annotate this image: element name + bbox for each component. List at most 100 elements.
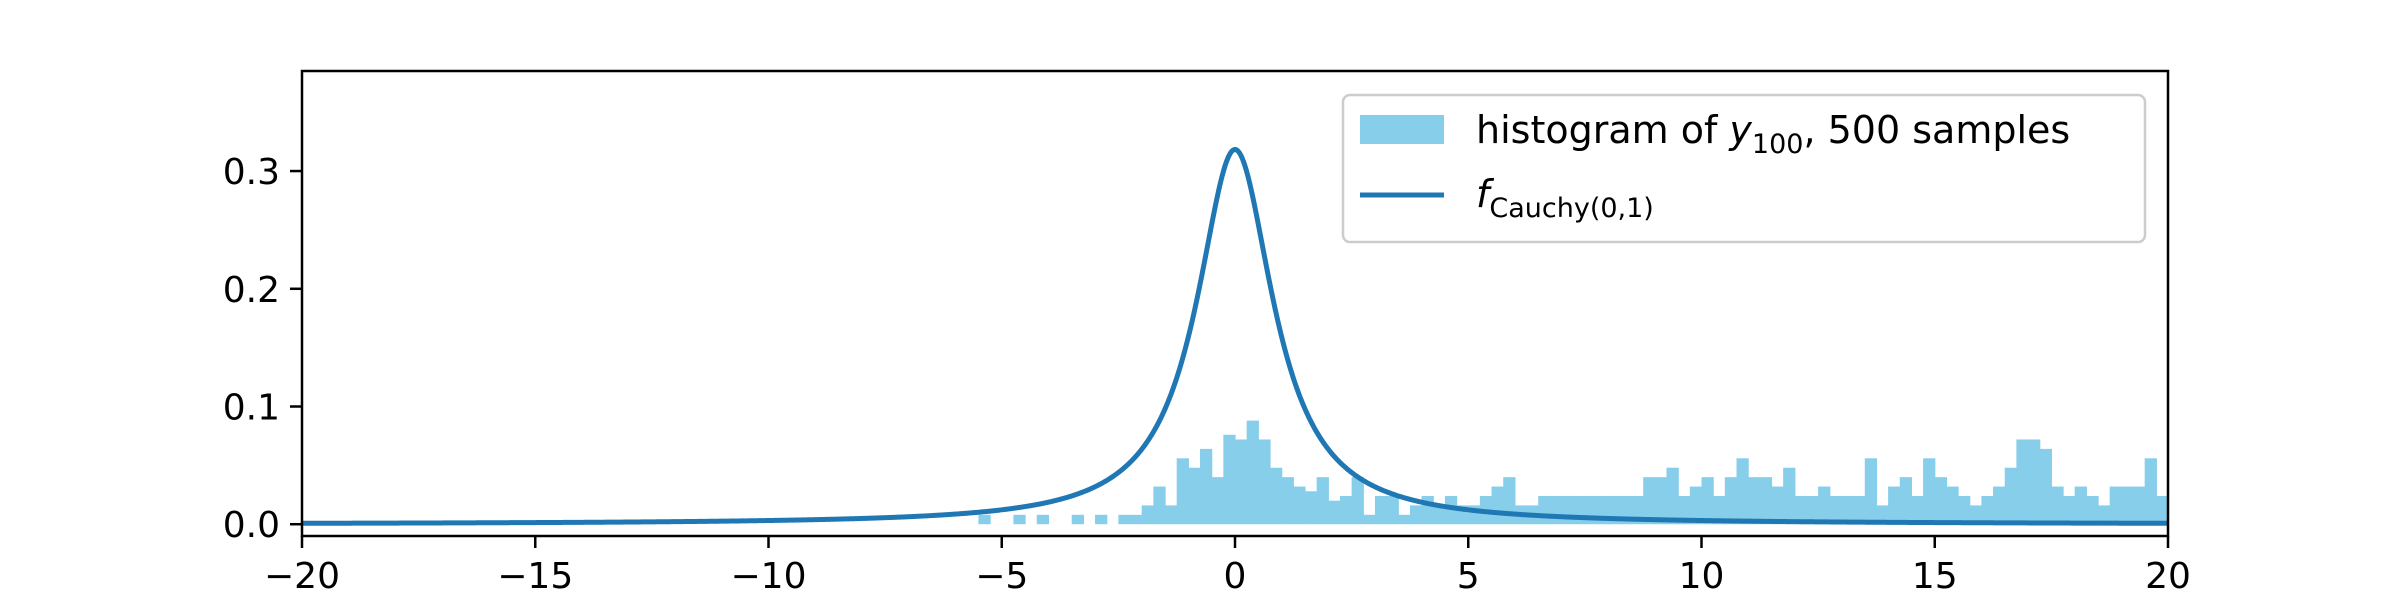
y-axis-ticks: 0.0 0.1 0.2 0.3	[223, 152, 302, 546]
legend-histogram-label: histogram of y100, 500 samples	[1476, 108, 2070, 160]
legend-histogram-swatch	[1360, 115, 1444, 144]
histogram-bar	[1130, 514, 1143, 525]
histogram-bar	[1748, 477, 1761, 525]
histogram-bar	[1235, 439, 1248, 525]
legend-frame	[1341, 93, 2147, 244]
histogram-bar	[1118, 514, 1131, 525]
histogram-bar	[1759, 477, 1773, 525]
histogram-bar	[1981, 495, 1994, 525]
x-tick-label: 15	[1912, 556, 1958, 597]
histogram-bar	[1386, 495, 1399, 525]
histogram-bar	[1818, 486, 1831, 525]
histogram-bar	[1176, 458, 1189, 525]
histogram-bar	[1946, 486, 1959, 525]
histogram-bar	[1549, 495, 1563, 525]
histogram-bar	[2074, 486, 2087, 525]
histogram-bar	[1223, 434, 1236, 525]
histogram-bar	[2086, 495, 2099, 525]
histogram-bars	[978, 420, 2169, 525]
histogram-bar	[1829, 495, 1843, 525]
histogram-bar	[1853, 495, 1866, 525]
histogram-bar	[1491, 486, 1504, 525]
legend-histogram-var: y	[1728, 108, 1752, 152]
y-tick-label: 0.1	[223, 388, 280, 429]
histogram-bar	[1269, 467, 1283, 525]
x-tick-label: 20	[2145, 556, 2191, 597]
histogram-bar	[1036, 514, 1049, 525]
histogram-bar	[2063, 495, 2076, 525]
histogram-bar	[2144, 458, 2157, 525]
histogram-bar	[1013, 514, 1026, 525]
histogram-bar	[1188, 467, 1201, 525]
x-tick-label: −20	[264, 556, 340, 597]
histogram-bar	[1398, 514, 1411, 525]
histogram-bar	[1363, 514, 1376, 525]
histogram-bar	[2109, 486, 2122, 525]
histogram-bar	[1993, 486, 2006, 525]
x-axis-ticks: −20 −15 −10 −5 0 5 10 15 20	[264, 536, 2191, 597]
x-tick-label: 0	[1224, 556, 1247, 597]
histogram-bar	[2028, 439, 2041, 525]
histogram-bar	[1293, 486, 1306, 525]
histogram-bar	[1165, 505, 1178, 525]
legend-histogram-text-after: , 500 samples	[1803, 108, 2070, 152]
histogram-bar	[1643, 477, 1656, 525]
histogram-bar	[1876, 505, 1889, 525]
histogram-bar	[1095, 514, 1108, 525]
histogram-bar	[1538, 495, 1551, 525]
legend-histogram-text: histogram of	[1476, 108, 1729, 152]
legend-histogram-sub: 100	[1752, 129, 1804, 160]
y-tick-label: 0.2	[223, 270, 280, 311]
histogram-bar	[978, 514, 991, 525]
histogram-bar	[1281, 477, 1294, 525]
histogram-bar	[1666, 467, 1679, 525]
histogram-bar	[1794, 495, 1808, 525]
cauchy-density-curve	[300, 147, 2170, 526]
histogram-bar	[1444, 495, 1458, 525]
histogram-bar	[1328, 500, 1341, 525]
histogram-bar	[1736, 458, 1749, 525]
histogram-bar	[1806, 495, 1819, 525]
cauchy-curve-line	[300, 147, 2170, 526]
x-tick-label: 10	[1679, 556, 1725, 597]
histogram-bar	[1888, 486, 1901, 525]
histogram-bar	[1678, 495, 1691, 525]
histogram-bar	[1771, 486, 1784, 525]
histogram-bar	[1304, 491, 1318, 525]
histogram-bar	[1258, 439, 1271, 525]
histogram-bar	[1899, 477, 1913, 525]
histogram-bar	[2133, 486, 2146, 525]
histogram-bar	[1433, 505, 1446, 525]
histogram-bar	[2016, 439, 2029, 525]
histogram-bar	[2039, 448, 2052, 525]
histogram-bar	[2051, 486, 2064, 525]
histogram-bar	[1374, 495, 1388, 525]
histogram-bar	[1724, 477, 1738, 525]
histogram-bar	[1211, 477, 1224, 525]
histogram-bar	[1316, 477, 1329, 525]
histogram-bar	[2156, 495, 2169, 525]
histogram-bar	[2004, 467, 2017, 525]
histogram-bar	[1503, 477, 1516, 525]
histogram-bar	[1923, 458, 1936, 525]
histogram-bar	[1339, 495, 1353, 525]
x-tick-label: −10	[731, 556, 807, 597]
y-tick-label: 0.0	[223, 505, 280, 546]
histogram-bar	[1689, 486, 1703, 525]
histogram-bar	[1246, 420, 1259, 525]
histogram-bar	[1200, 448, 1213, 525]
legend-curve-label: fCauchy(0,1)	[1476, 172, 1654, 224]
histogram-bar	[1934, 477, 1948, 525]
histogram-bar	[1713, 495, 1726, 525]
histogram-bar	[1841, 495, 1854, 525]
histogram-bar	[1141, 505, 1154, 525]
histogram-bar	[1071, 514, 1084, 525]
histogram-bar	[1783, 467, 1796, 525]
histogram-bar	[1153, 486, 1166, 525]
histogram-bar	[1958, 495, 1971, 525]
legend: histogram of y100, 500 samples fCauchy(0…	[1341, 93, 2147, 244]
histogram-bar	[1654, 477, 1668, 525]
x-tick-label: −15	[497, 556, 573, 597]
histogram-bar	[2121, 486, 2134, 525]
